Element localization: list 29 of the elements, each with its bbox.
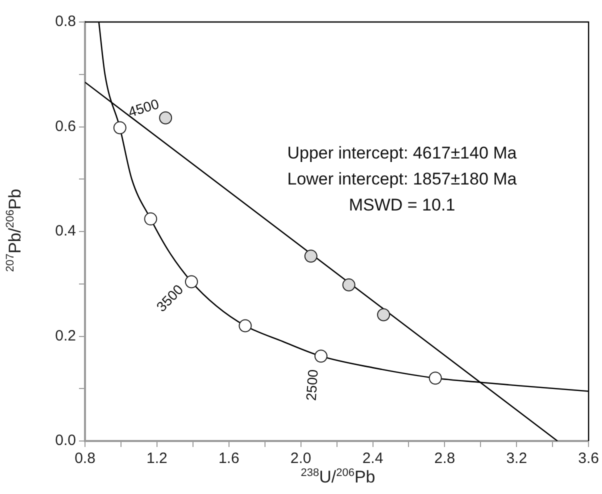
point	[113, 121, 126, 134]
y-tick-label: 0.4	[55, 222, 76, 240]
point	[304, 250, 318, 263]
annotation: 4500	[126, 95, 161, 120]
y-tick-label: 0.2	[55, 327, 76, 344]
x-tick-label: 3.2	[506, 450, 528, 468]
annotation: Upper intercept: 4617±140 Ma	[287, 144, 518, 163]
point	[184, 275, 198, 288]
point	[314, 350, 328, 363]
point	[144, 212, 158, 226]
x-tick-label: 2.4	[362, 450, 384, 468]
point	[428, 372, 442, 385]
annotation: 2500	[302, 368, 321, 402]
point	[159, 111, 172, 124]
x-tick-label: 0.8	[74, 450, 96, 468]
y-tick-label: 0.6	[55, 118, 76, 135]
point	[377, 308, 390, 322]
y-tick-label: 0.8	[55, 13, 76, 30]
x-tick-label: 2.8	[434, 450, 456, 468]
x-tick-label: 2.0	[290, 450, 312, 468]
x-axis-title: $^{238}$U/$^{206}$Pb	[300, 467, 376, 488]
annotation: Lower intercept: 1857±180 Ma	[287, 170, 518, 189]
annotation: MSWD = 10.1	[348, 196, 456, 215]
x-tick-label: 1.2	[146, 450, 168, 468]
y-tick-label: 0.0	[55, 432, 76, 450]
point	[342, 278, 356, 292]
point	[238, 319, 252, 332]
x-tick-label: 3.6	[578, 450, 600, 468]
x-tick-label: 1.6	[218, 450, 240, 468]
